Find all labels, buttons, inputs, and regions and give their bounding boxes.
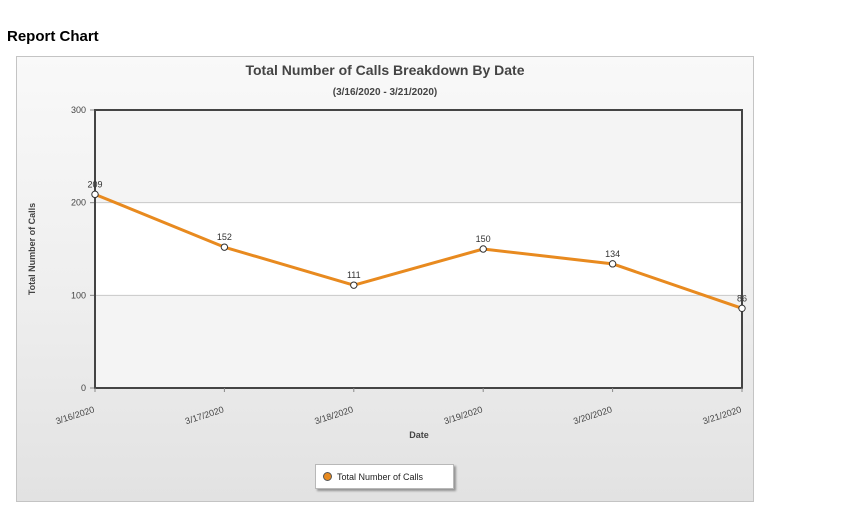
data-point [738,304,746,313]
y-tick-label: 100 [71,290,86,300]
chart-title: Total Number of Calls Breakdown By Date [245,62,524,78]
x-tick-label: 3/17/2020 [184,404,225,426]
x-tick-label: 3/16/2020 [54,404,95,426]
y-tick-label: 200 [71,198,86,208]
legend-label: Total Number of Calls [337,471,424,482]
y-axis-title: Total Number of Calls [27,203,37,295]
data-point [479,245,487,253]
plot-border [94,109,743,389]
data-point [608,260,617,268]
legend-swatch [323,472,332,481]
data-label: 150 [476,234,491,244]
data-point [91,190,99,199]
data-label: 152 [217,232,232,242]
data-label: 134 [605,249,620,259]
chart-legend[interactable]: Total Number of Calls [315,464,454,489]
series-line [94,192,743,310]
x-tick-label: 3/20/2020 [572,404,613,426]
x-tick-label: 3/21/2020 [701,404,742,426]
x-tick-label: 3/19/2020 [443,404,484,426]
page-heading: Report Chart [7,28,99,45]
plot-band [95,110,742,203]
x-axis-title: Date [409,430,429,440]
data-point [350,281,358,289]
plot-band [95,295,742,388]
data-label: 111 [347,270,361,280]
data-label: 86 [737,293,747,303]
data-label: 209 [87,179,102,189]
x-tick-label: 3/18/2020 [313,404,354,426]
data-point [220,243,229,251]
y-tick-label: 0 [81,383,86,393]
chart-subtitle: (3/16/2020 - 3/21/2020) [333,87,438,98]
y-tick-label: 300 [71,105,86,115]
